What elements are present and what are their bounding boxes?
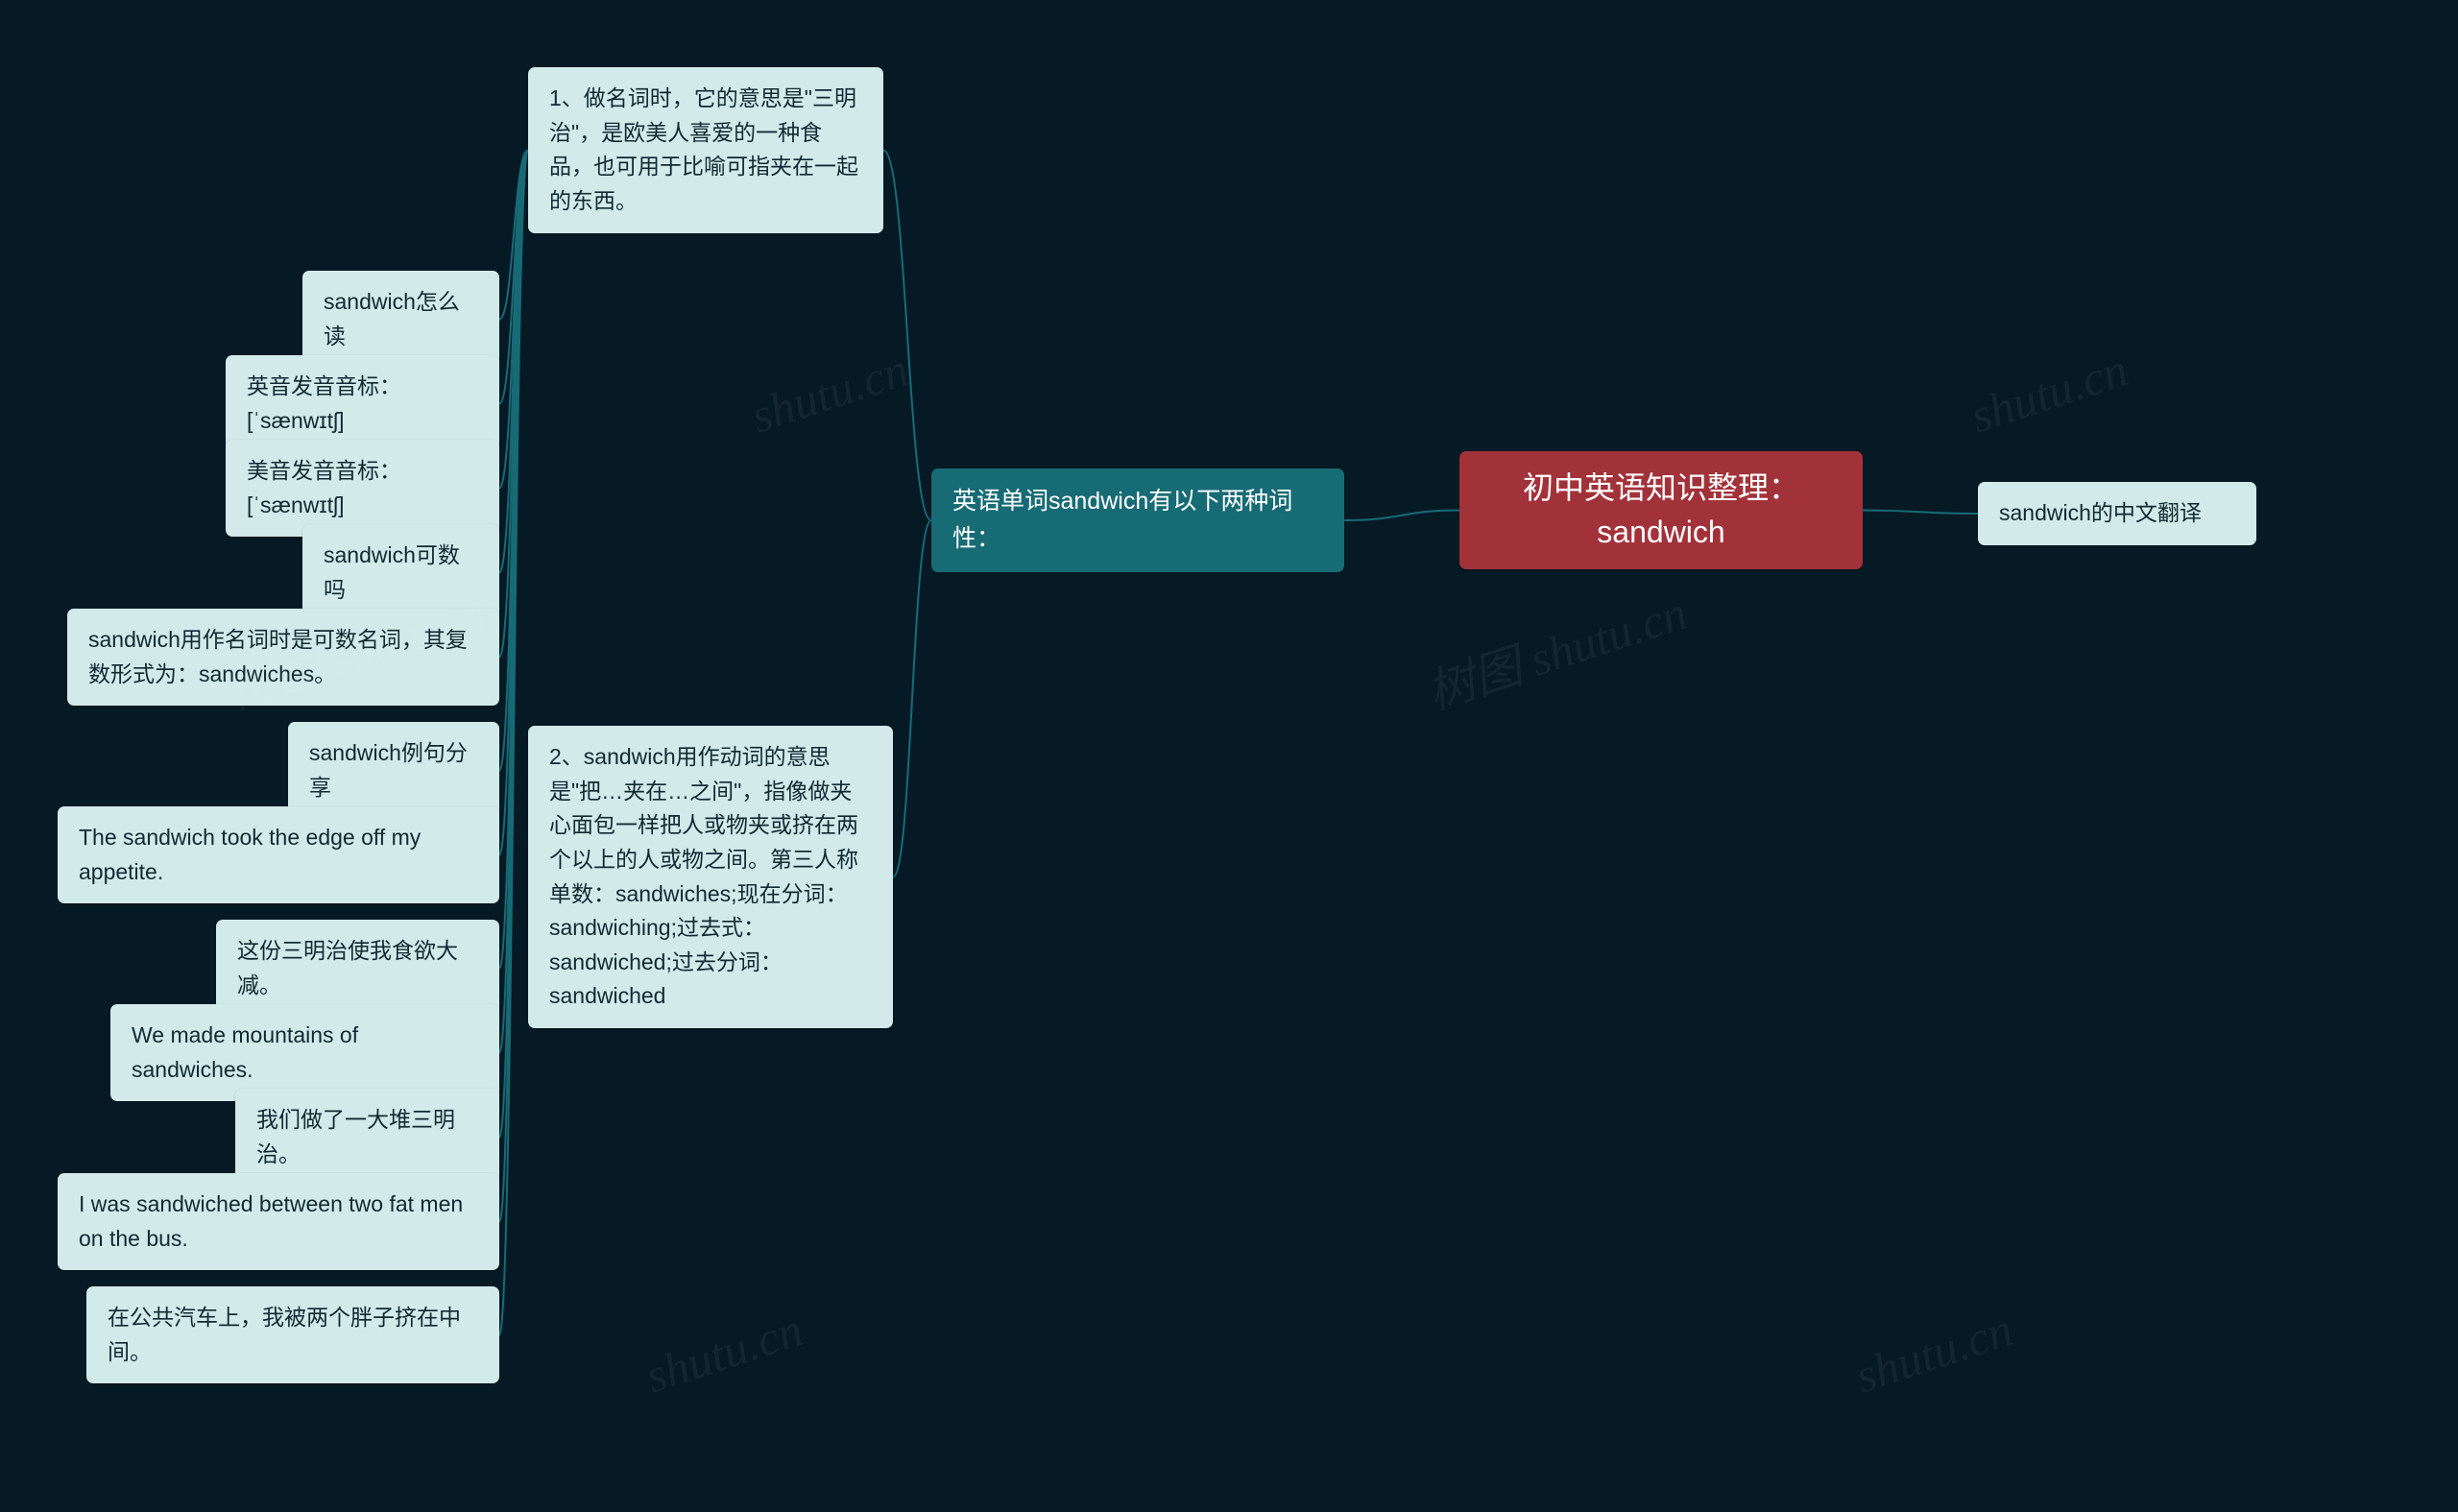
node-right1[interactable]: sandwich的中文翻译 [1978, 482, 2256, 545]
mindmap-canvas: 初中英语知识整理：sandwich sandwich的中文翻译 英语单词sandwi… [0, 0, 2458, 1512]
watermark: shutu.cn [1848, 1301, 2019, 1404]
edge [499, 151, 528, 1222]
node-g6[interactable]: sandwich例句分享 [288, 722, 499, 819]
edge [499, 151, 528, 1138]
node-g8[interactable]: 这份三明治使我食欲大减。 [216, 920, 499, 1017]
edge [499, 151, 528, 1335]
edge [499, 151, 528, 404]
edge [499, 151, 528, 489]
node-g10[interactable]: 我们做了一大堆三明治。 [235, 1089, 499, 1186]
node-left_sub[interactable]: 英语单词sandwich有以下两种词性： [931, 468, 1344, 572]
node-g5[interactable]: sandwich用作名词时是可数名词，其复数形式为：sandwiches。 [67, 609, 499, 706]
edge [499, 151, 528, 771]
node-g2[interactable]: 英音发音音标：[ˈsænwɪtʃ] [226, 355, 499, 452]
watermark: 树图 shutu.cn [1417, 574, 1695, 723]
edge [499, 151, 528, 969]
node-g12[interactable]: 在公共汽车上，我被两个胖子挤在中间。 [86, 1286, 499, 1383]
edge [499, 151, 528, 855]
edge [499, 151, 528, 658]
node-g9[interactable]: We made mountains of sandwiches. [110, 1004, 499, 1101]
node-ls_c2[interactable]: 2、sandwich用作动词的意思是"把…夹在…之间"，指像做夹心面包一样把人或… [528, 726, 893, 1028]
node-g11[interactable]: I was sandwiched between two fat men on … [58, 1173, 499, 1270]
edge [499, 151, 528, 573]
edge [883, 151, 931, 521]
node-ls_c1[interactable]: 1、做名词时，它的意思是"三明治"，是欧美人喜爱的一种食品，也可用于比喻可指夹在… [528, 67, 883, 233]
node-root[interactable]: 初中英语知识整理：sandwich [1459, 451, 1863, 569]
watermark: shutu.cn [744, 341, 915, 444]
edge [499, 151, 528, 1053]
edge [499, 151, 528, 320]
node-g4[interactable]: sandwich可数吗 [302, 524, 499, 621]
edge [1863, 511, 1978, 515]
edge [893, 520, 931, 877]
node-g3[interactable]: 美音发音音标：[ˈsænwɪtʃ] [226, 440, 499, 537]
node-g7[interactable]: The sandwich took the edge off my appeti… [58, 806, 499, 903]
edge [1344, 511, 1459, 521]
node-g1[interactable]: sandwich怎么读 [302, 271, 499, 368]
watermark: shutu.cn [639, 1301, 809, 1404]
watermark: shutu.cn [1964, 341, 2134, 444]
